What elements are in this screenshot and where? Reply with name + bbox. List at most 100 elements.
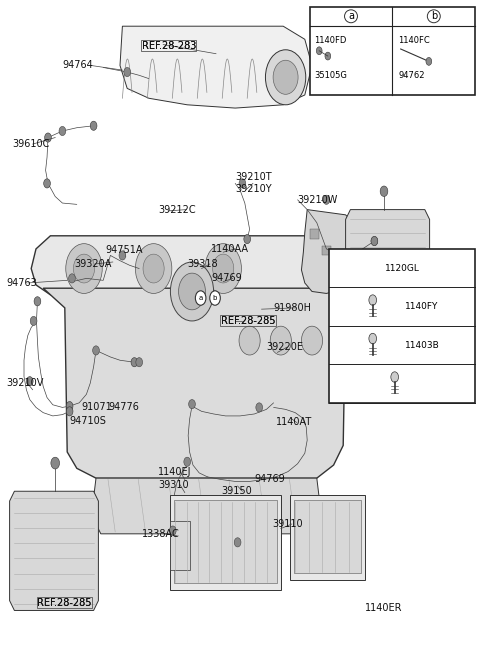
Bar	[329, 249, 475, 403]
Bar	[170, 495, 281, 590]
Text: 39212C: 39212C	[158, 204, 196, 215]
Polygon shape	[94, 478, 319, 534]
Text: 39210Y: 39210Y	[235, 183, 272, 194]
Circle shape	[119, 251, 126, 260]
Circle shape	[256, 403, 263, 412]
Circle shape	[189, 531, 195, 540]
Text: 39610C: 39610C	[12, 139, 49, 149]
Text: 1140AT: 1140AT	[276, 417, 312, 428]
Circle shape	[44, 179, 50, 188]
Circle shape	[143, 254, 164, 283]
Text: 91980H: 91980H	[274, 303, 312, 313]
Circle shape	[270, 326, 291, 355]
Circle shape	[210, 291, 220, 305]
Text: 94769: 94769	[254, 474, 285, 485]
Text: 94763: 94763	[6, 278, 37, 288]
Circle shape	[69, 274, 75, 283]
Text: 39220E: 39220E	[266, 342, 303, 352]
Circle shape	[136, 358, 143, 367]
Circle shape	[135, 244, 172, 293]
Circle shape	[265, 50, 306, 105]
Circle shape	[369, 333, 376, 344]
Text: 1140FD: 1140FD	[314, 35, 347, 45]
Text: 39318: 39318	[187, 259, 218, 269]
Circle shape	[301, 326, 323, 355]
Circle shape	[124, 67, 131, 77]
Circle shape	[426, 58, 432, 66]
Bar	[294, 500, 361, 573]
Polygon shape	[120, 26, 312, 108]
Circle shape	[316, 47, 322, 55]
Text: 1140FC: 1140FC	[398, 35, 430, 45]
Circle shape	[380, 186, 388, 196]
Circle shape	[234, 538, 241, 547]
Text: 39210V: 39210V	[6, 378, 44, 388]
Text: 39110: 39110	[273, 519, 303, 529]
Text: 1140ER: 1140ER	[365, 603, 402, 613]
Circle shape	[369, 295, 376, 305]
Circle shape	[184, 457, 191, 466]
Circle shape	[239, 179, 246, 188]
Polygon shape	[31, 236, 341, 295]
Circle shape	[131, 358, 138, 367]
Text: 39150: 39150	[222, 486, 252, 496]
Polygon shape	[301, 210, 366, 293]
Text: 94710S: 94710S	[70, 415, 107, 426]
Circle shape	[59, 126, 66, 136]
Text: REF.28-285: REF.28-285	[221, 316, 276, 326]
Circle shape	[323, 195, 330, 204]
Circle shape	[371, 236, 378, 246]
Circle shape	[213, 254, 234, 283]
Bar	[310, 7, 475, 95]
Circle shape	[34, 297, 41, 306]
Polygon shape	[334, 262, 343, 272]
Text: 91071: 91071	[82, 402, 112, 413]
Text: b: b	[213, 295, 217, 301]
Text: 1338AC: 1338AC	[142, 529, 180, 539]
Text: REF.28-285: REF.28-285	[37, 597, 92, 608]
Text: REF.28-283: REF.28-283	[142, 41, 196, 51]
Bar	[170, 521, 190, 570]
Polygon shape	[346, 210, 430, 341]
Circle shape	[169, 526, 176, 535]
Circle shape	[90, 121, 97, 130]
Circle shape	[66, 407, 73, 416]
Circle shape	[26, 377, 33, 386]
Text: 39320A: 39320A	[74, 259, 112, 269]
Circle shape	[195, 291, 206, 305]
Text: REF.28-285: REF.28-285	[37, 597, 92, 608]
Circle shape	[66, 402, 73, 411]
Circle shape	[234, 538, 241, 547]
Text: 1120GL: 1120GL	[384, 264, 420, 272]
Polygon shape	[43, 288, 346, 478]
Circle shape	[66, 244, 102, 293]
Text: 94762: 94762	[398, 71, 425, 80]
Circle shape	[239, 326, 260, 355]
Circle shape	[45, 133, 51, 142]
Polygon shape	[322, 246, 331, 255]
Text: 39210T: 39210T	[235, 172, 272, 182]
Text: b: b	[431, 11, 437, 21]
Circle shape	[244, 234, 251, 244]
Circle shape	[205, 244, 241, 293]
Text: REF.28-285: REF.28-285	[221, 316, 276, 326]
Text: 94764: 94764	[62, 60, 93, 71]
Text: 94776: 94776	[108, 402, 139, 413]
Circle shape	[93, 346, 99, 355]
Circle shape	[73, 254, 95, 283]
Circle shape	[179, 273, 205, 310]
Text: REF.28-283: REF.28-283	[142, 41, 196, 51]
Circle shape	[371, 236, 378, 246]
Circle shape	[30, 316, 37, 326]
Bar	[174, 500, 277, 583]
Bar	[290, 495, 365, 580]
Circle shape	[273, 60, 298, 94]
Text: 35105G: 35105G	[314, 71, 347, 80]
Polygon shape	[10, 491, 98, 610]
Circle shape	[391, 372, 398, 383]
Text: 94769: 94769	[211, 273, 242, 284]
Circle shape	[325, 52, 331, 60]
Text: 39310: 39310	[158, 479, 189, 490]
Circle shape	[189, 400, 195, 409]
Polygon shape	[310, 229, 319, 239]
